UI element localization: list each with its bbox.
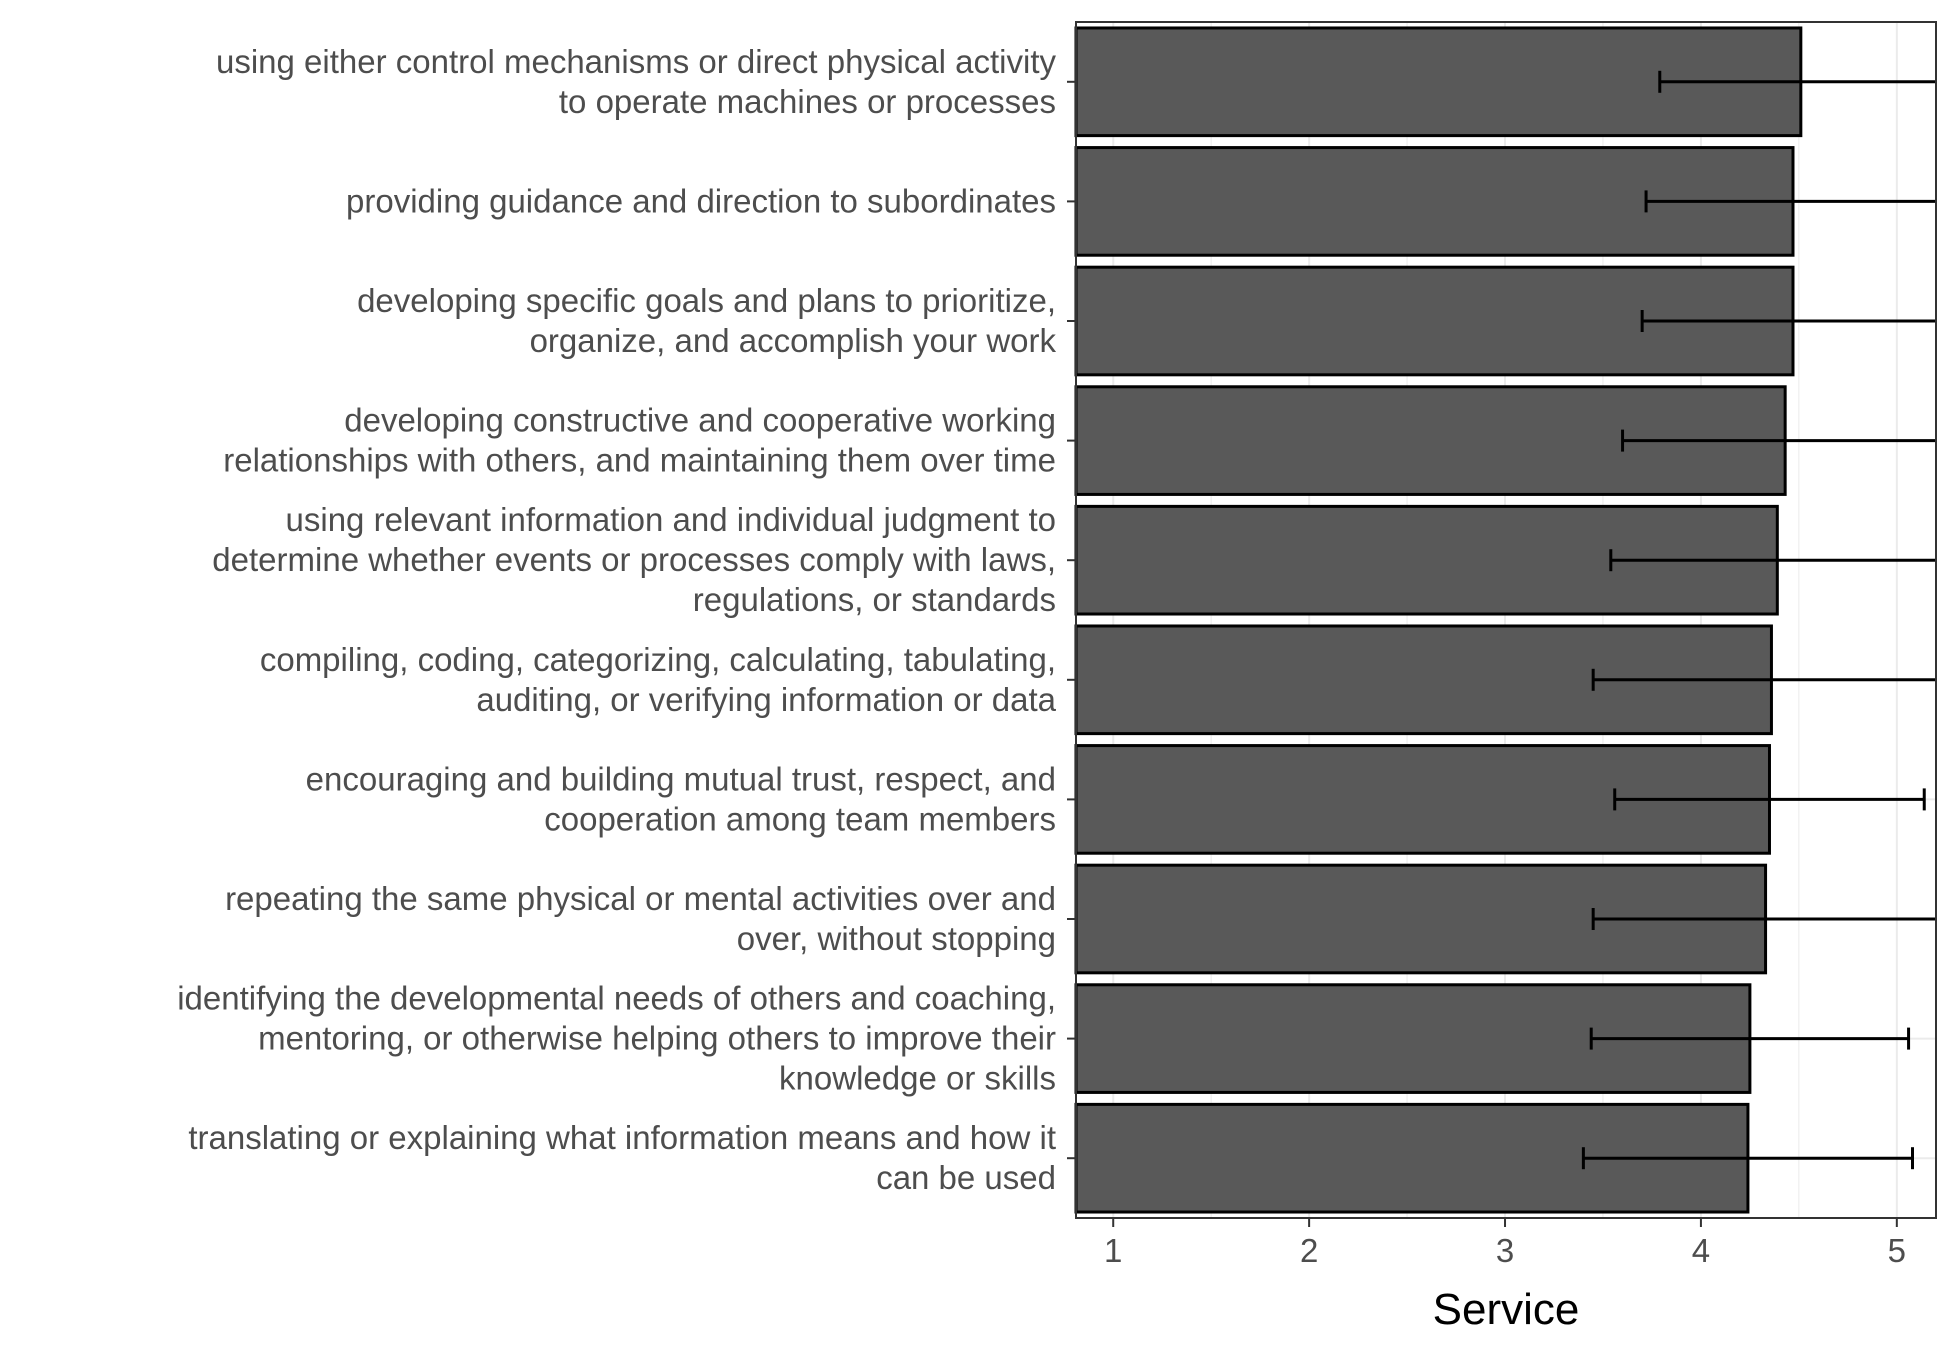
category-label-line: regulations, or standards — [693, 581, 1056, 618]
category-label-line: identifying the developmental needs of o… — [177, 980, 1056, 1017]
x-tick-label: 4 — [1692, 1232, 1710, 1269]
category-label: repeating the same physical or mental ac… — [225, 880, 1056, 957]
category-label: translating or explaining what informati… — [188, 1119, 1056, 1196]
category-label: identifying the developmental needs of o… — [177, 980, 1056, 1097]
category-label-line: knowledge or skills — [779, 1060, 1056, 1097]
category-label-line: cooperation among team members — [544, 800, 1056, 837]
category-label-line: providing guidance and direction to subo… — [346, 182, 1056, 219]
category-label-line: over, without stopping — [737, 920, 1056, 957]
category-label-line: translating or explaining what informati… — [188, 1119, 1056, 1156]
category-label: developing specific goals and plans to p… — [357, 282, 1056, 359]
category-label-line: auditing, or verifying information or da… — [476, 681, 1056, 718]
category-label: compiling, coding, categorizing, calcula… — [260, 641, 1057, 718]
x-tick-label: 3 — [1496, 1232, 1514, 1269]
category-label-line: repeating the same physical or mental ac… — [225, 880, 1056, 917]
x-axis-title: Service — [1433, 1285, 1580, 1334]
y-axis: using either control mechanisms or direc… — [177, 43, 1076, 1196]
x-tick-label: 5 — [1888, 1232, 1906, 1269]
category-label-line: using either control mechanisms or direc… — [216, 43, 1057, 80]
category-label-line: developing specific goals and plans to p… — [357, 282, 1056, 319]
category-label-line: compiling, coding, categorizing, calcula… — [260, 641, 1056, 678]
category-label-line: encouraging and building mutual trust, r… — [306, 760, 1056, 797]
x-tick-label: 1 — [1104, 1232, 1122, 1269]
category-label: developing constructive and cooperative … — [223, 402, 1056, 479]
category-label-line: to operate machines or processes — [559, 83, 1056, 120]
x-axis: 1 2 3 4 5 — [1104, 1218, 1906, 1269]
x-tick-label: 2 — [1300, 1232, 1318, 1269]
category-label-line: developing constructive and cooperative … — [344, 402, 1056, 439]
category-label-line: relationships with others, and maintaini… — [223, 442, 1056, 479]
category-label-line: using relevant information and individua… — [286, 501, 1056, 538]
category-label-line: mentoring, or otherwise helping others t… — [258, 1020, 1056, 1057]
category-label-line: organize, and accomplish your work — [530, 322, 1057, 359]
error-bars — [1581, 70, 1936, 1170]
category-label: using either control mechanisms or direc… — [216, 43, 1057, 120]
category-label-line: can be used — [876, 1159, 1056, 1196]
category-label: providing guidance and direction to subo… — [346, 182, 1056, 219]
category-label-line: determine whether events or processes co… — [212, 541, 1056, 578]
bars — [1074, 26, 1803, 1214]
category-label: using relevant information and individua… — [212, 501, 1056, 618]
category-label: encouraging and building mutual trust, r… — [306, 760, 1056, 837]
